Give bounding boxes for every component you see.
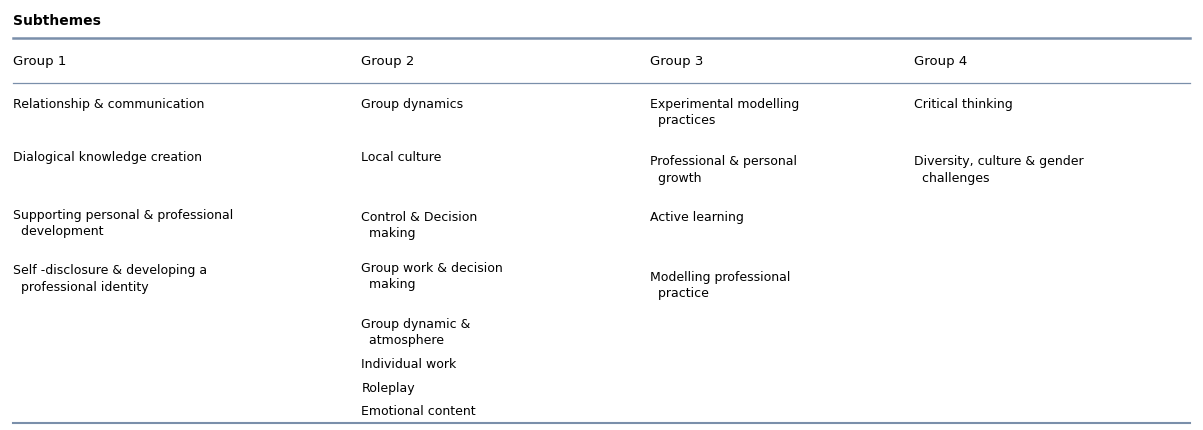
- Text: Group 3: Group 3: [650, 55, 703, 68]
- Text: Emotional content: Emotional content: [361, 405, 476, 418]
- Text: Group 2: Group 2: [361, 55, 415, 68]
- Text: Dialogical knowledge creation: Dialogical knowledge creation: [13, 151, 202, 164]
- Text: Group dynamics: Group dynamics: [361, 98, 463, 111]
- Text: Subthemes: Subthemes: [13, 14, 101, 28]
- Text: Self -disclosure & developing a
  professional identity: Self -disclosure & developing a professi…: [13, 264, 207, 294]
- Text: Relationship & communication: Relationship & communication: [13, 98, 205, 111]
- Text: Control & Decision
  making: Control & Decision making: [361, 211, 478, 240]
- Text: Roleplay: Roleplay: [361, 381, 415, 395]
- Text: Professional & personal
  growth: Professional & personal growth: [650, 155, 796, 185]
- Text: Supporting personal & professional
  development: Supporting personal & professional devel…: [13, 209, 233, 238]
- Text: Individual work: Individual work: [361, 358, 457, 371]
- Text: Critical thinking: Critical thinking: [913, 98, 1012, 111]
- Text: Group 4: Group 4: [913, 55, 967, 68]
- Text: Experimental modelling
  practices: Experimental modelling practices: [650, 98, 799, 127]
- Text: Local culture: Local culture: [361, 151, 442, 164]
- Text: Group dynamic &
  atmosphere: Group dynamic & atmosphere: [361, 317, 470, 347]
- Text: Group 1: Group 1: [13, 55, 66, 68]
- Text: Modelling professional
  practice: Modelling professional practice: [650, 270, 790, 300]
- Text: Active learning: Active learning: [650, 211, 743, 224]
- Text: Group work & decision
  making: Group work & decision making: [361, 262, 503, 292]
- Text: Diversity, culture & gender
  challenges: Diversity, culture & gender challenges: [913, 155, 1083, 185]
